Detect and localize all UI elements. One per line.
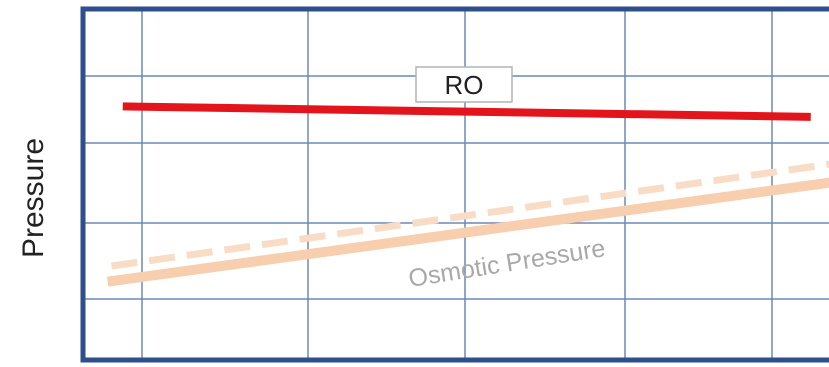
series-line-dashed-reference: [110, 160, 829, 270]
series-line-ro: [122, 102, 811, 121]
ro-label: RO: [445, 70, 484, 100]
osmotic-pressure-label: Osmotic Pressure: [407, 234, 608, 293]
series-line-osmotic-pressure: [107, 177, 829, 287]
y-axis-label: Pressure: [17, 138, 50, 258]
plot-frame: [80, 6, 829, 363]
ro-label-box: RO: [415, 66, 513, 103]
series-layer: [107, 102, 829, 287]
grid-lines: [85, 11, 829, 358]
